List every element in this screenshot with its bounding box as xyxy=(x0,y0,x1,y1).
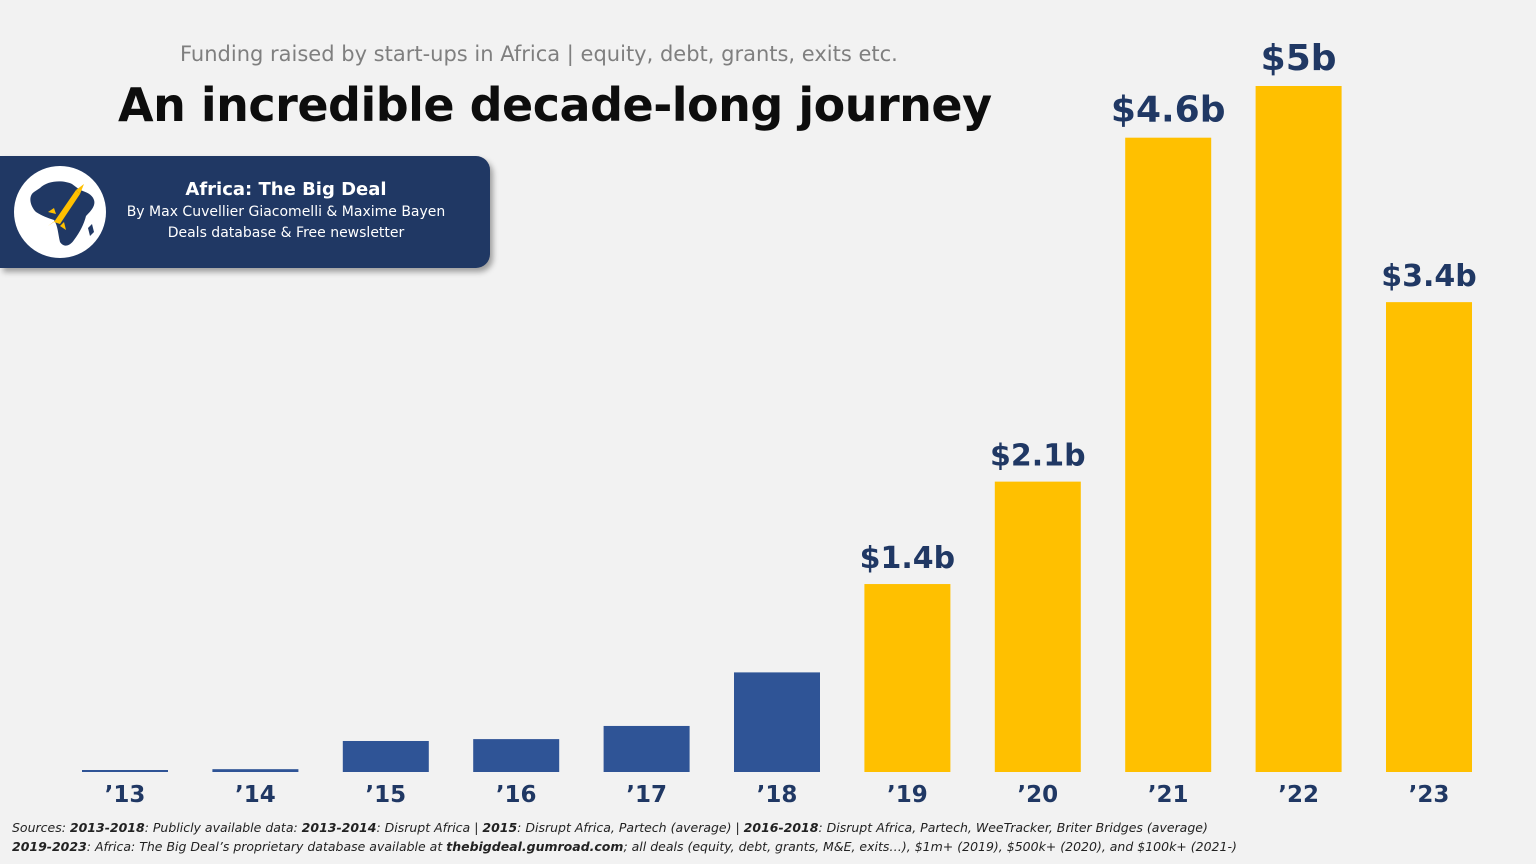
bar-4 xyxy=(603,725,690,772)
tick-label-9: ’22 xyxy=(1278,782,1319,808)
sources-line-1: Sources: 2013-2018: Publicly available d… xyxy=(12,820,1208,835)
bar-0 xyxy=(82,770,168,772)
bar-9 xyxy=(1255,86,1342,772)
value-label-10: $3.4b xyxy=(1381,259,1477,294)
brand-badge: Africa: The Big Deal By Max Cuvellier Gi… xyxy=(0,156,490,268)
badge-tagline: Deals database & Free newsletter xyxy=(167,225,405,241)
bar-6 xyxy=(864,584,951,772)
bar-1 xyxy=(212,769,299,772)
tick-label-2: ’15 xyxy=(365,782,406,808)
tick-label-10: ’23 xyxy=(1409,782,1450,808)
bar-3 xyxy=(473,739,560,772)
value-label-9: $5b xyxy=(1261,38,1337,79)
bar-5 xyxy=(734,672,820,772)
value-label-6: $1.4b xyxy=(860,541,956,576)
value-label-7: $2.1b xyxy=(990,439,1086,474)
tick-label-5: ’18 xyxy=(757,782,798,808)
tick-label-0: ’13 xyxy=(105,782,146,808)
tick-label-1: ’14 xyxy=(235,782,276,808)
bar-2 xyxy=(342,740,429,772)
tick-label-4: ’17 xyxy=(626,782,667,808)
sources-footnote: Sources: 2013-2018: Publicly available d… xyxy=(12,818,1522,856)
bar-8 xyxy=(1125,137,1212,772)
badge-authors: By Max Cuvellier Giacomelli & Maxime Bay… xyxy=(126,204,446,220)
chart-subtitle: Funding raised by start-ups in Africa | … xyxy=(180,42,898,66)
tick-label-7: ’20 xyxy=(1017,782,1058,808)
africa-rocket-icon xyxy=(14,166,106,258)
bar-10 xyxy=(1386,302,1472,772)
sources-line-2: 2019-2023: Africa: The Big Deal’s propri… xyxy=(12,839,1237,854)
tick-label-3: ’16 xyxy=(496,782,537,808)
tick-label-6: ’19 xyxy=(887,782,928,808)
value-label-8: $4.6b xyxy=(1111,90,1226,131)
bar-7 xyxy=(994,481,1081,772)
tick-label-8: ’21 xyxy=(1148,782,1189,808)
badge-name: Africa: The Big Deal xyxy=(185,179,387,200)
chart-title: An incredible decade-long journey xyxy=(118,78,992,132)
